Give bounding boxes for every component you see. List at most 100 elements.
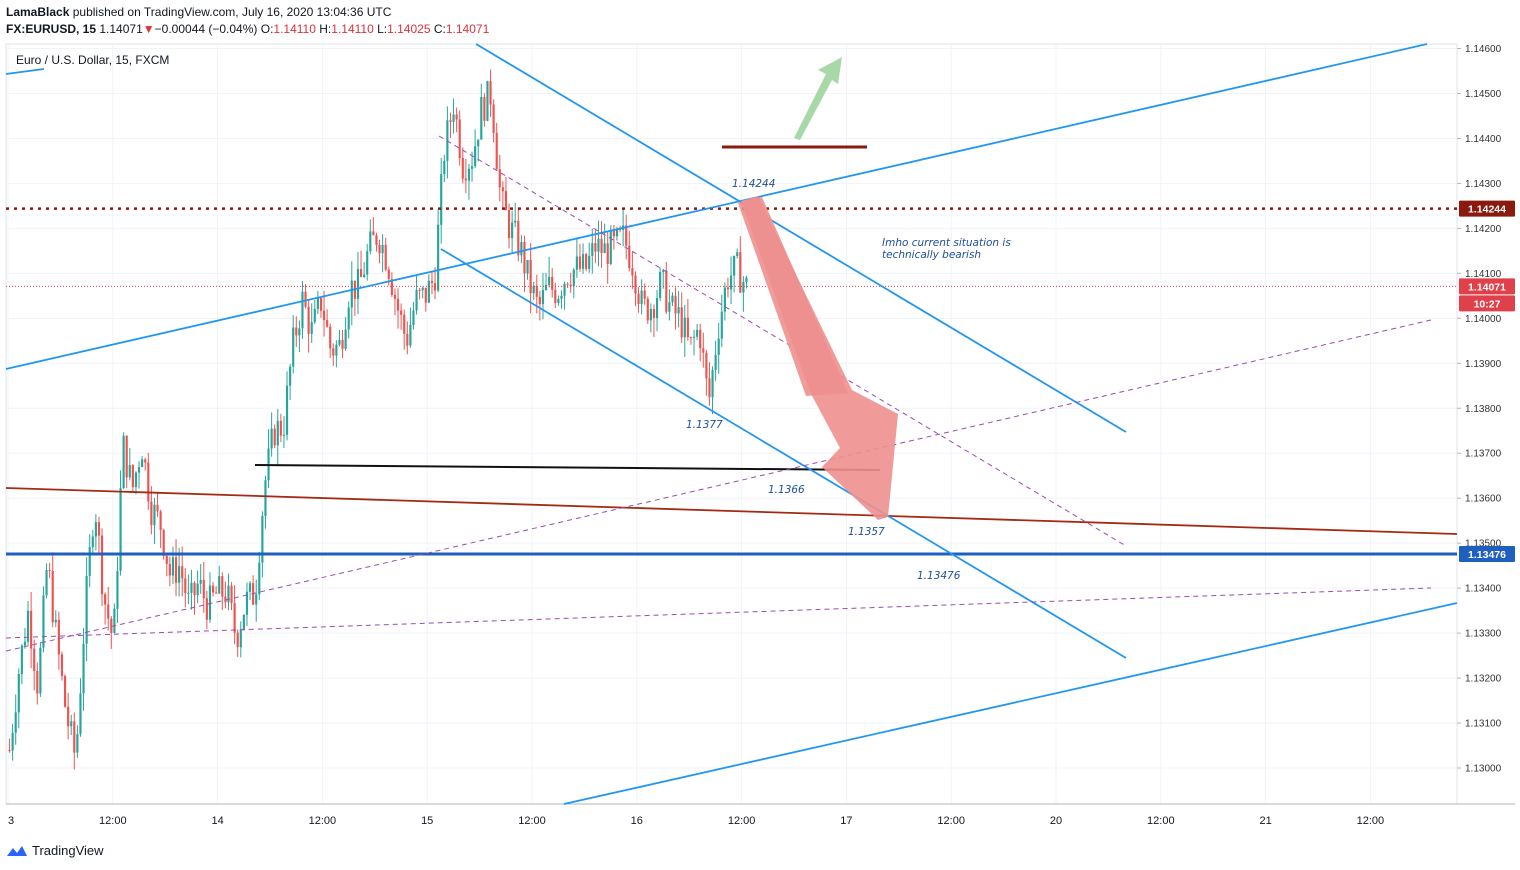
candle-body (295, 327, 298, 336)
candle-body (162, 530, 165, 556)
candle-body (335, 344, 338, 356)
candle-body (347, 307, 350, 330)
candle-body (421, 287, 424, 291)
price-chart[interactable]: 1.14600 1.14500 1.14400 1.14300 1.14200 1.141… (0, 0, 1520, 835)
candle-body (501, 187, 504, 192)
candle-body (332, 348, 335, 356)
time-tick-label: 12:00 (309, 815, 337, 827)
candle-body (705, 352, 708, 379)
price-tick-label: 1.14600 (1465, 44, 1502, 55)
price-marker-label: 1.14071 (1468, 281, 1506, 293)
candle-body (742, 282, 745, 293)
candle-body (714, 354, 717, 371)
fan-line-descending (438, 135, 1127, 547)
candle-body (63, 676, 67, 707)
candle-body (17, 673, 20, 713)
candle-body (551, 277, 554, 290)
published-text: published on TradingView.com, July 16, 2… (72, 5, 392, 19)
time-axis[interactable]: 3 12:00 14 12:00 15 12:00 16 12:00 17 12:00 20 12:0… (6, 803, 1515, 827)
candle-body (33, 648, 36, 671)
candle-body (449, 120, 452, 122)
candle-body (625, 225, 628, 246)
annotation-label: 1.14244 (732, 178, 775, 190)
candle-body (199, 579, 202, 584)
candle-body (600, 238, 603, 254)
candle-body (319, 297, 323, 311)
price-marker-label: 1.13476 (1468, 549, 1506, 561)
candle-body (329, 326, 332, 349)
publish-header: LamaBlack published on TradingView.com, … (6, 5, 391, 19)
candle-body (655, 297, 659, 318)
down-channel-lower (440, 248, 1127, 659)
candle-body (196, 583, 199, 596)
candle-body (122, 435, 125, 489)
candle-body (30, 610, 33, 649)
candle-body (689, 337, 693, 339)
candle-body (489, 81, 492, 105)
candle-body (134, 472, 138, 487)
price-marker-box (1459, 295, 1515, 312)
candle-body (338, 339, 341, 345)
candle-body (458, 119, 461, 158)
candle-body (350, 280, 353, 308)
candle-body (76, 734, 79, 753)
candle-body (107, 604, 110, 619)
candle-body (14, 712, 17, 733)
candle-body (79, 693, 82, 735)
candle-body (643, 290, 646, 299)
candle-body (708, 378, 711, 398)
candle-body (532, 285, 535, 294)
candle-body (427, 280, 430, 303)
candle-body (42, 595, 45, 648)
candle-body (662, 270, 665, 272)
candle-body (289, 366, 292, 386)
candle-body (585, 254, 588, 269)
candle-body (233, 603, 236, 633)
price-tick-label: 1.13200 (1465, 674, 1502, 685)
candle-body (215, 592, 218, 594)
chart-title: Euro / U.S. Dollar, 15, FXCM (16, 53, 169, 67)
author-name[interactable]: LamaBlack (6, 5, 70, 19)
candle-body (452, 114, 455, 122)
plot-area (5, 43, 1458, 805)
candle-body (403, 314, 406, 334)
candle-body (652, 309, 656, 318)
candle-body (400, 310, 403, 315)
candle-body (313, 308, 316, 323)
candle-body (221, 576, 224, 597)
candle-body (529, 259, 532, 294)
symbol-label: FX:EURUSD, 15 (6, 22, 97, 36)
candle-body (628, 245, 631, 269)
price-axis[interactable]: 1.14600 1.14500 1.14400 1.14300 1.14200 1.141… (1457, 44, 1502, 775)
price-tick-label: 1.13900 (1465, 359, 1502, 370)
candle-body (54, 619, 57, 623)
candle-body (597, 238, 600, 252)
candle-body (615, 228, 619, 237)
price-tick-label: 1.13000 (1465, 764, 1502, 775)
candle-body (569, 284, 572, 287)
candle-body (174, 557, 178, 583)
price-tick-label: 1.13400 (1465, 584, 1502, 595)
candle-body (412, 310, 415, 325)
price-tick-label: 1.14500 (1465, 89, 1502, 100)
candle-body (359, 269, 363, 277)
candle-body (224, 596, 227, 603)
candle-body (649, 309, 652, 321)
candle-body (677, 307, 680, 314)
time-tick-label: 20 (1050, 815, 1062, 827)
candle-body (156, 504, 159, 512)
candle-body (637, 293, 640, 304)
candle-body (165, 555, 168, 565)
candle-body (8, 750, 11, 752)
candle-body (581, 254, 585, 269)
candle-body (483, 97, 486, 121)
candle-body (470, 166, 474, 169)
candle-body (535, 285, 538, 297)
candle-body (631, 268, 634, 276)
candle-body (110, 618, 113, 633)
candle-body (276, 420, 279, 446)
candle-body (548, 277, 551, 285)
candle-body (495, 132, 498, 170)
price-tick-label: 1.13600 (1465, 494, 1502, 505)
candle-body (322, 310, 326, 321)
